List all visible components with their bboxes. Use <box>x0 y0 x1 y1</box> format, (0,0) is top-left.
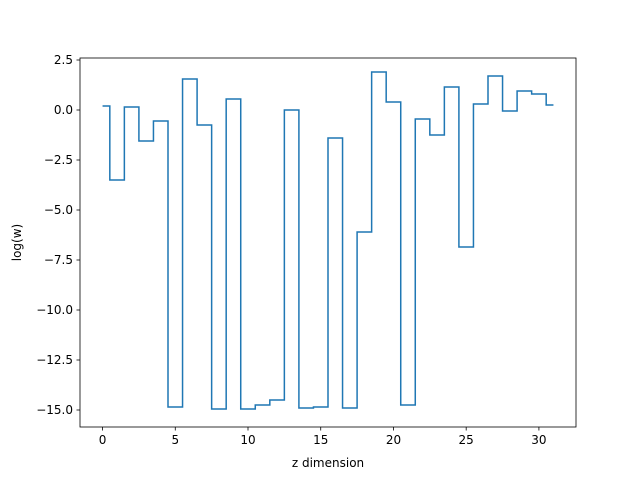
ticks: 0 5 10 15 20 25 30 2.5 0.0 −2.5 −5.0 −7.5 −10.0 −12.5… <box>36 53 546 447</box>
x-tick-label: 15 <box>313 433 328 447</box>
y-tick-label: 2.5 <box>54 53 73 67</box>
x-tick-label: 5 <box>171 433 179 447</box>
axes-frame <box>79 57 577 428</box>
x-axis-label: z dimension <box>292 456 364 470</box>
x-tick-label: 0 <box>99 433 107 447</box>
y-tick-label: −10.0 <box>36 303 73 317</box>
y-tick-label: −2.5 <box>44 153 73 167</box>
y-tick-label: −7.5 <box>44 253 73 267</box>
y-tick-label: −15.0 <box>36 403 73 417</box>
x-tick-label: 25 <box>459 433 474 447</box>
plot-area <box>102 71 554 410</box>
x-tick-label: 20 <box>386 433 401 447</box>
y-tick-label: −5.0 <box>44 203 73 217</box>
y-tick-label: −12.5 <box>36 353 73 367</box>
x-tick-label: 30 <box>531 433 546 447</box>
x-tick-label: 10 <box>240 433 255 447</box>
series-line-0 <box>102 71 554 410</box>
y-tick-label: 0.0 <box>54 103 73 117</box>
y-axis-label: log(w) <box>10 224 24 261</box>
